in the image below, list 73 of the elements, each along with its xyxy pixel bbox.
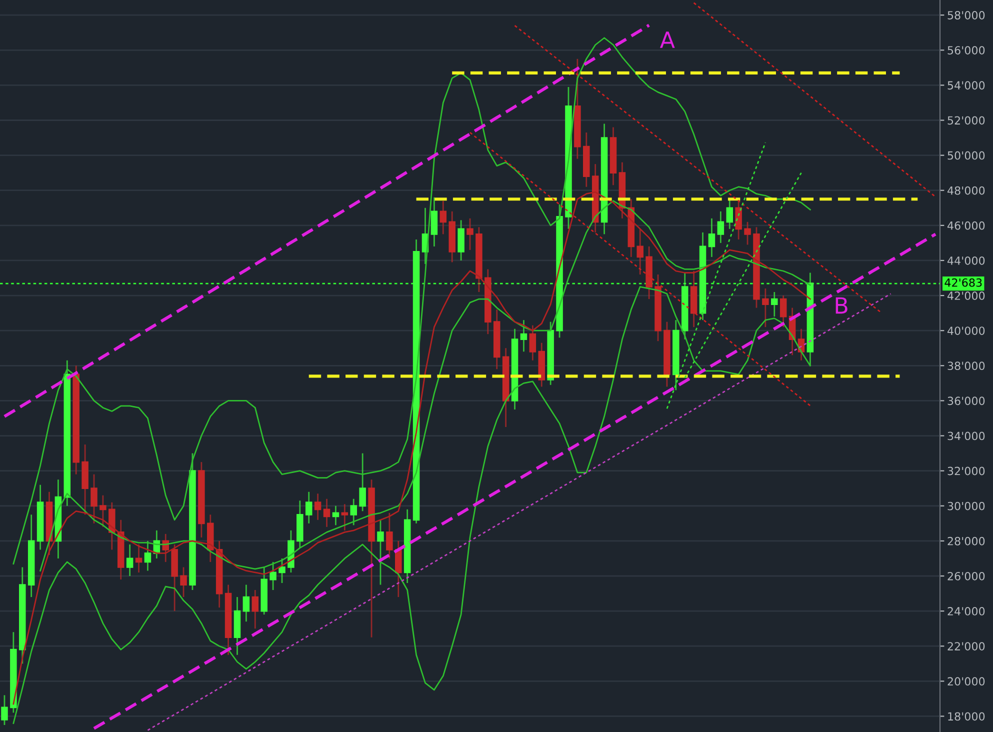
y-tick-label: 44'000: [947, 256, 985, 265]
line-series: [693, 2, 936, 198]
candlestick: [440, 200, 447, 235]
candlestick: [636, 228, 644, 276]
candlestick: [780, 294, 787, 328]
candlestick: [242, 584, 250, 622]
candlestick: [430, 196, 438, 248]
candlestick: [90, 474, 98, 524]
candlestick: [717, 210, 724, 244]
candlestick: [135, 544, 142, 574]
y-tick-label: 46'000: [947, 221, 985, 230]
candlestick: [1, 694, 8, 726]
y-tick-label: 42'000: [947, 292, 985, 300]
y-tick-label: 24'000: [948, 607, 985, 616]
candlestick: [735, 200, 742, 240]
candlestick: [529, 324, 536, 362]
line-series: [2, 24, 651, 418]
line-series: [514, 24, 883, 314]
candlestick: [252, 589, 259, 630]
candlestick: [144, 540, 152, 572]
candlestick: [341, 503, 348, 532]
candlestick: [162, 533, 169, 563]
y-tick-label: 56'000: [948, 46, 985, 55]
y-tick-label: 34'000: [948, 432, 985, 440]
y-tick-label: 38'000: [948, 362, 985, 370]
candlestick: [323, 498, 330, 528]
y-tick-label: 26'000: [948, 572, 985, 580]
y-tick-label: 30'000: [948, 502, 985, 510]
y-tick-label: 36'000: [948, 396, 985, 406]
y-tick-label: 52'000: [948, 116, 985, 125]
candlestick: [108, 502, 116, 550]
annotation: B: [836, 297, 848, 314]
y-tick-label: 54'000: [948, 81, 985, 90]
line-series: [40, 200, 811, 572]
line-series: [92, 232, 938, 730]
y-tick-label: 48'000: [947, 186, 985, 195]
candlestick: [332, 505, 340, 526]
candlestick: [314, 492, 322, 521]
y-tick-label: 40'000: [947, 326, 985, 335]
candlestick: [744, 221, 751, 246]
candlestick: [350, 498, 357, 526]
candlestick: [100, 494, 106, 528]
line-series: [12, 286, 811, 724]
candlestick: [180, 566, 187, 598]
line-series: [684, 172, 802, 379]
candlestick: [359, 452, 366, 512]
y-tick-label: 58'000: [948, 11, 985, 20]
candlestick: [270, 561, 276, 591]
y-tick-label: 50'000: [948, 151, 985, 160]
candlestick: [458, 219, 464, 262]
candlestick: [520, 319, 528, 352]
y-tick-label: 22'000: [948, 642, 985, 650]
candlestick: [708, 218, 716, 258]
line-series: [12, 191, 811, 705]
line-series: [469, 132, 811, 406]
candlestick: [377, 519, 384, 586]
candlestick: [386, 512, 393, 560]
candlestick: [305, 491, 312, 524]
y-tick-label: 18'000: [948, 712, 985, 721]
annotation: A: [660, 32, 675, 48]
y-tick-label: 20'000: [948, 677, 985, 686]
candlestick: [466, 218, 474, 251]
candlestick: [126, 544, 134, 577]
line-series: [666, 142, 766, 410]
line-series: [147, 293, 892, 731]
candlestick: [278, 558, 286, 584]
candlestick: [395, 540, 402, 598]
candlestick: [771, 291, 778, 318]
y-tick-label: 32'000: [948, 466, 985, 476]
candlestick: [726, 198, 733, 230]
candlestick: [762, 288, 769, 328]
ref-line-label: 42'683: [944, 278, 982, 287]
y-tick-label: 28'000: [948, 536, 985, 546]
